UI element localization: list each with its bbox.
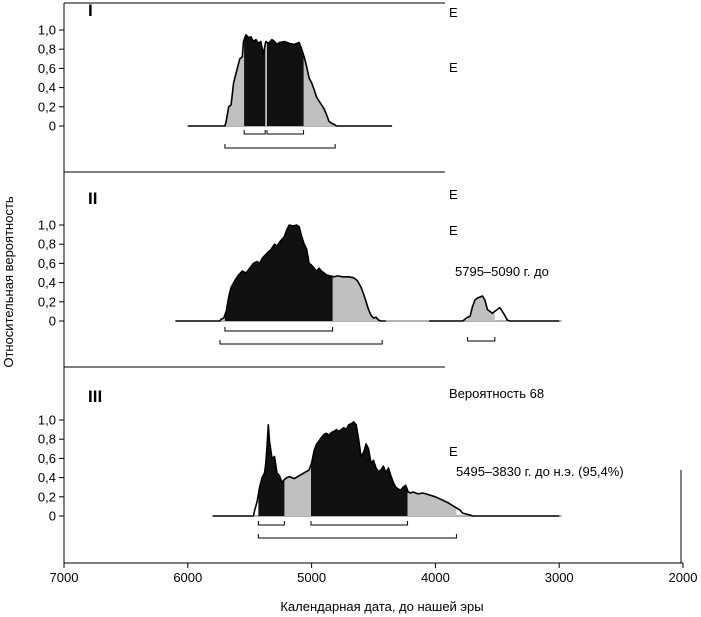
y-tick-label: 0,2 — [38, 294, 56, 309]
range-95-bracket — [467, 337, 496, 342]
panel-label: II — [88, 189, 97, 208]
y-tick-label: 0,6 — [38, 256, 56, 271]
y-tick-label: 0 — [49, 314, 56, 329]
panel-II: 1,0 0,8 0,6 0,4 0,2 0 II E E 5795–5090 г. до — [38, 171, 562, 367]
y-tick-label: 0,4 — [38, 275, 56, 290]
panel-annotation: E — [449, 444, 458, 459]
curve-outline — [212, 421, 560, 517]
range-68-fill — [267, 39, 304, 126]
y-tick-label: 1,0 — [38, 23, 56, 38]
panel-label: I — [88, 1, 93, 20]
x-axis-title: Календарная дата, до нашей эры — [280, 599, 483, 614]
range-68-bracket — [243, 130, 266, 135]
y-tick-label: 0,8 — [38, 42, 56, 57]
range-68-bracket — [310, 521, 409, 526]
y-tick-label: 0,2 — [38, 489, 56, 504]
panel-annotation: 5795–5090 г. до — [455, 264, 549, 279]
range-68-bracket — [266, 130, 305, 135]
curve-outline — [429, 295, 560, 322]
panel-I: 1,0 0,8 0,6 0,4 0,2 0 I E E — [38, 1, 458, 172]
panel-annotation: E — [449, 223, 458, 238]
range-68-fill — [311, 421, 408, 516]
y-tick-label: 1,0 — [38, 413, 56, 428]
panel-annotation: 5495–3830 г. до н.э. (95,4%) — [456, 464, 624, 479]
panel-label: III — [88, 387, 102, 406]
panel-annotation: E — [449, 5, 458, 20]
panel-annotation: E — [449, 60, 458, 75]
y-axis-title: Относительная вероятность — [1, 196, 16, 368]
y-tick-label: 1,0 — [38, 218, 56, 233]
range-95-bracket — [224, 144, 336, 149]
x-tick-label: 3000 — [545, 570, 574, 585]
y-tick-label: 0 — [49, 119, 56, 134]
x-tick-label: 6000 — [173, 570, 202, 585]
x-tick-label: 4000 — [421, 570, 450, 585]
x-tick-label: 5000 — [297, 570, 326, 585]
y-tick-label: 0,8 — [38, 237, 56, 252]
y-tick-label: 0,8 — [38, 432, 56, 447]
panel-annotation: E — [449, 187, 458, 202]
y-tick-label: 0,4 — [38, 80, 56, 95]
y-tick-label: 0,6 — [38, 451, 56, 466]
y-tick-label: 0,2 — [38, 99, 56, 114]
y-tick-label: 0 — [49, 509, 56, 524]
distribution-curve — [212, 421, 560, 539]
range-68-fill — [244, 34, 266, 126]
curve-outline — [187, 34, 393, 127]
x-axis: 7000 6000 5000 4000 3000 2000 — [50, 470, 698, 585]
curve-outline — [175, 224, 386, 322]
range-68-fill — [258, 424, 285, 516]
range-95-bracket — [219, 340, 383, 345]
x-tick-label: 2000 — [669, 570, 698, 585]
range-68-bracket — [257, 521, 285, 526]
y-tick-label: 0,4 — [38, 470, 56, 485]
range-68-fill — [224, 225, 333, 321]
range-95-bracket — [257, 534, 457, 539]
distribution-curve — [187, 34, 393, 149]
panels-layer: 1,0 0,8 0,6 0,4 0,2 0 I E E 1,0 0,8 0,6 0,4 0,2 0 II E E 5… — [38, 1, 624, 563]
panel-III: 1,0 0,8 0,6 0,4 0,2 0 III Вероятность 68 E 5495–3… — [38, 366, 624, 563]
x-tick-label: 7000 — [50, 570, 79, 585]
range-68-bracket — [224, 327, 334, 332]
y-tick-label: 0,6 — [38, 61, 56, 76]
distribution-curve — [429, 295, 560, 342]
distribution-curve — [175, 224, 386, 345]
panel-annotation: Вероятность 68 — [449, 386, 544, 401]
